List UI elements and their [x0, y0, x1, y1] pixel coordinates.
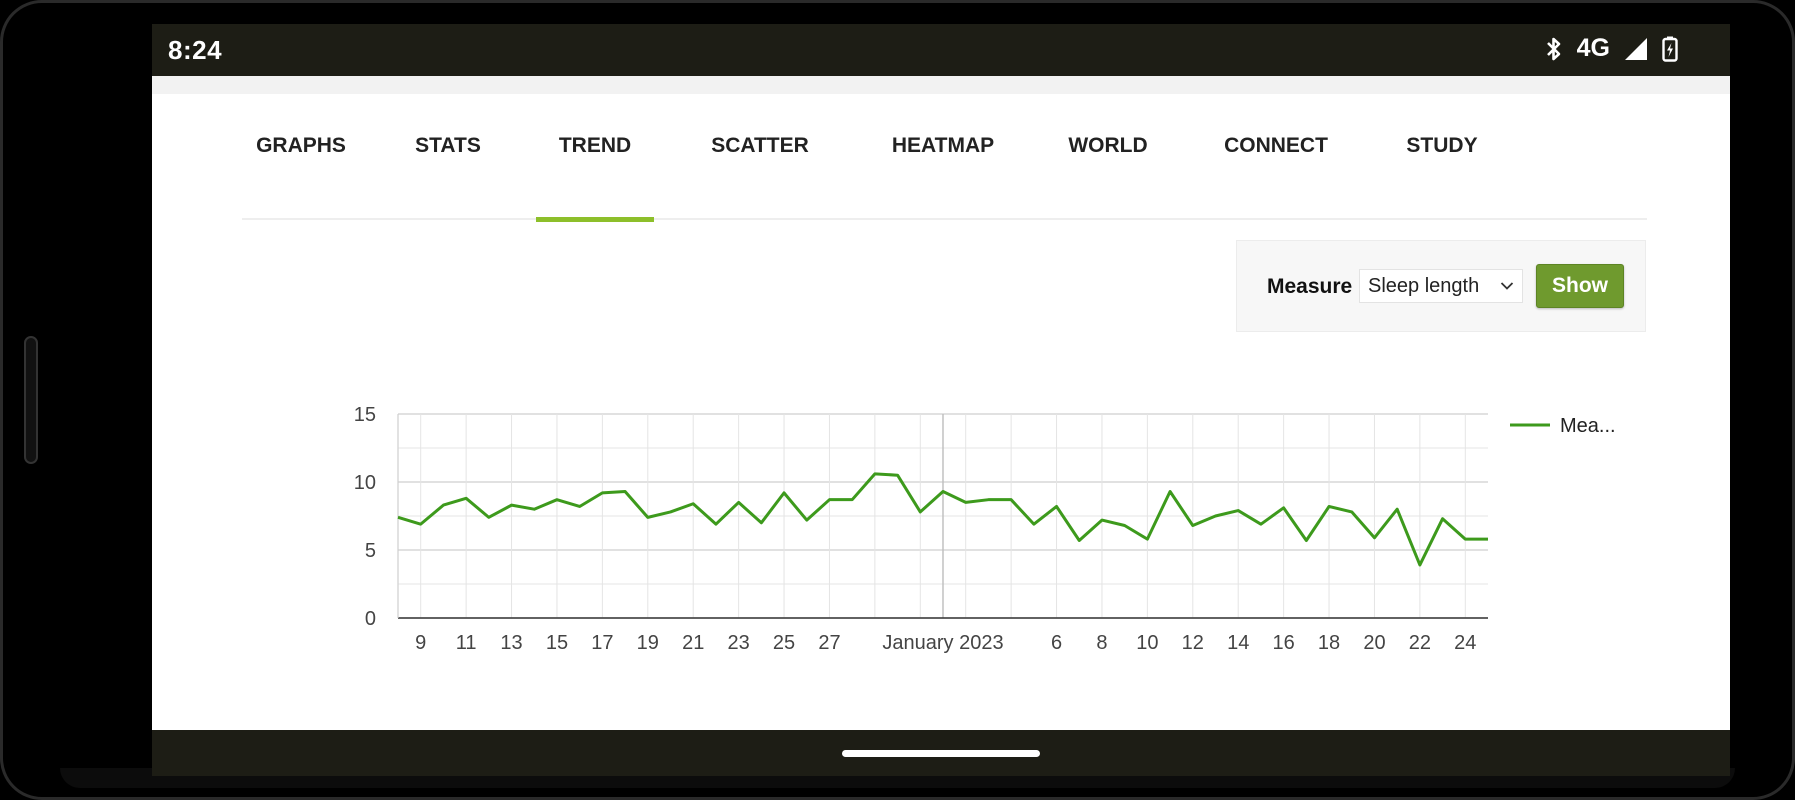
- bluetooth-icon: [1545, 36, 1563, 62]
- x-tick-label: 21: [682, 632, 704, 654]
- device-side-button: [24, 336, 38, 464]
- tab-connect[interactable]: CONNECT: [1204, 134, 1348, 220]
- status-icons: 4G: [1545, 34, 1678, 63]
- x-tick-label: 12: [1182, 632, 1204, 654]
- x-tick-label: 16: [1273, 632, 1295, 654]
- status-time: 8:24: [168, 35, 223, 65]
- tab-label: WORLD: [1068, 134, 1148, 157]
- status-bar: 8:24 4G: [152, 24, 1730, 76]
- x-tick-label: 9: [415, 632, 426, 654]
- app-screen: 8:24 4G: [152, 24, 1730, 776]
- x-tick-label: 22: [1409, 632, 1431, 654]
- chevron-down-icon: [1500, 281, 1514, 291]
- tab-label: SCATTER: [711, 134, 809, 157]
- y-tick-label: 5: [365, 540, 376, 562]
- x-tick-label: 11: [456, 632, 477, 654]
- app-top-strip: [152, 76, 1730, 94]
- series-line: [397, 472, 1488, 567]
- tab-label: GRAPHS: [256, 134, 346, 157]
- tab-label: TREND: [558, 134, 632, 157]
- chart-axes: 0 5 10 15 9 11 13 15 17 19 21 23 25 27 January 2023 6 8 1…: [354, 404, 1488, 654]
- network-type: 4G: [1576, 34, 1610, 62]
- x-tick-label: 18: [1318, 632, 1340, 654]
- chart-grid: [398, 413, 1488, 619]
- tab-label: CONNECT: [1224, 134, 1328, 157]
- x-tick-label-month: January 2023: [882, 632, 1003, 654]
- x-tick-label: 13: [500, 632, 522, 654]
- tab-trend[interactable]: TREND: [536, 134, 654, 222]
- measure-select-value: Sleep length: [1368, 274, 1480, 297]
- chart-legend[interactable]: Mea...: [1510, 415, 1616, 437]
- battery-charging-icon: [1662, 36, 1678, 62]
- tab-scatter[interactable]: SCATTER: [692, 134, 828, 220]
- tab-label: HEATMAP: [891, 134, 995, 157]
- x-tick-label: 17: [591, 632, 613, 654]
- navigation-bar: [152, 730, 1730, 776]
- measure-label: Measure: [1267, 275, 1353, 298]
- x-tick-label: 10: [1136, 632, 1158, 654]
- x-tick-label: 23: [728, 632, 750, 654]
- signal-icon: [1624, 37, 1648, 61]
- x-tick-label: 19: [637, 632, 659, 654]
- x-tick-label: 27: [818, 632, 840, 654]
- x-tick-label: 14: [1227, 632, 1249, 654]
- show-button[interactable]: Show: [1536, 264, 1624, 308]
- x-tick-label: 25: [773, 632, 795, 654]
- x-tick-label: 6: [1051, 632, 1062, 654]
- tab-bar: GRAPHS STATS TREND SCATTER HEATMAP WORLD…: [242, 94, 1647, 222]
- y-tick-label: 10: [354, 472, 376, 494]
- measure-select[interactable]: Sleep length: [1359, 269, 1523, 303]
- x-tick-label: 24: [1454, 632, 1476, 654]
- tab-label: STATS: [415, 134, 481, 157]
- tab-label: STUDY: [1406, 134, 1478, 157]
- legend-label: Mea...: [1560, 415, 1616, 437]
- y-tick-label: 15: [354, 404, 376, 426]
- chart-series: [397, 472, 1488, 567]
- tab-graphs[interactable]: GRAPHS: [242, 134, 360, 220]
- trend-chart: 0 5 10 15 9 11 13 15 17 19 21 23 25 27 January 2023 6 8 1…: [354, 404, 1616, 654]
- x-tick-label: 8: [1096, 632, 1107, 654]
- measure-panel: Measure Sleep length Show: [1236, 240, 1646, 332]
- x-tick-label: 20: [1363, 632, 1385, 654]
- tab-stats[interactable]: STATS: [402, 134, 494, 220]
- home-gesture-handle[interactable]: [842, 750, 1040, 757]
- tab-heatmap[interactable]: HEATMAP: [870, 134, 1016, 220]
- tab-world[interactable]: WORLD: [1048, 134, 1168, 220]
- tab-study[interactable]: STUDY: [1382, 134, 1502, 220]
- y-tick-label: 0: [365, 608, 376, 630]
- x-tick-label: 15: [546, 632, 568, 654]
